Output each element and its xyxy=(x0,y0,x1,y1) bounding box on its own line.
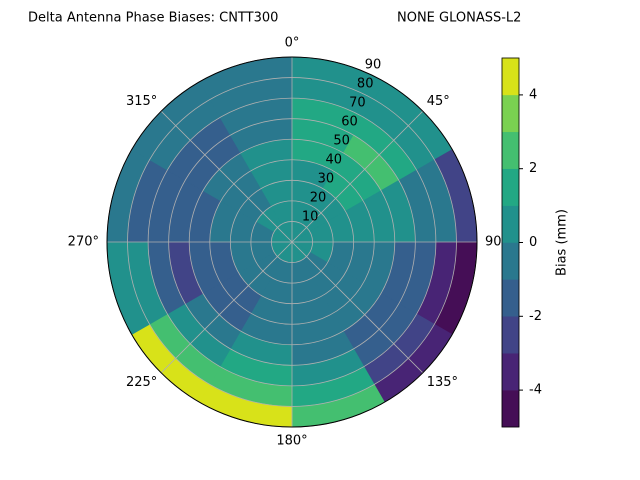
chart-title: Delta Antenna Phase Biases: CNTT300 xyxy=(28,11,278,26)
colorbar-segment xyxy=(501,57,520,96)
colorbar-segment xyxy=(501,168,520,206)
colorbar-segment xyxy=(501,316,520,354)
r-tick-label: 60 xyxy=(341,115,358,130)
colorbar-label: Bias (mm) xyxy=(555,209,570,276)
colorbar-tick-label: -2 xyxy=(529,309,542,324)
grid-spoke xyxy=(160,110,293,243)
r-tick-label: 90 xyxy=(365,58,382,73)
theta-tick-label: 225° xyxy=(126,375,157,390)
r-tick-label: 10 xyxy=(302,210,319,225)
theta-tick-label: 45° xyxy=(427,94,450,109)
grid-spoke xyxy=(291,241,424,374)
r-tick-label: 70 xyxy=(349,96,366,111)
colorbar-tick-label: 0 xyxy=(529,235,537,250)
theta-tick-label: 180° xyxy=(276,434,307,449)
colorbar-segment xyxy=(501,131,520,169)
colorbar-segment xyxy=(501,205,520,243)
r-tick-label: 30 xyxy=(318,172,335,187)
polar-frame xyxy=(106,56,478,428)
theta-tick-label: 135° xyxy=(427,375,458,390)
grid-spoke xyxy=(291,110,424,243)
r-tick-label: 80 xyxy=(357,77,374,92)
colorbar-tick-label: 4 xyxy=(529,87,537,102)
colorbar-tick-label: -4 xyxy=(529,383,542,398)
colorbar-segment xyxy=(501,242,520,280)
r-tick-label: 50 xyxy=(333,134,350,149)
r-tick-label: 20 xyxy=(310,191,327,206)
r-tick-label: 40 xyxy=(325,153,342,168)
colorbar-segment xyxy=(501,389,520,428)
colorbar-segment xyxy=(501,279,520,317)
colorbar-tick-label: 2 xyxy=(529,161,537,176)
chart-subtitle: NONE GLONASS-L2 xyxy=(397,11,521,26)
theta-tick-label: 315° xyxy=(126,94,157,109)
grid-spoke xyxy=(160,241,293,374)
colorbar-segment xyxy=(501,94,520,133)
theta-tick-label: 0° xyxy=(285,36,300,51)
theta-tick-label: 270° xyxy=(68,235,99,250)
colorbar-segment xyxy=(501,352,520,391)
